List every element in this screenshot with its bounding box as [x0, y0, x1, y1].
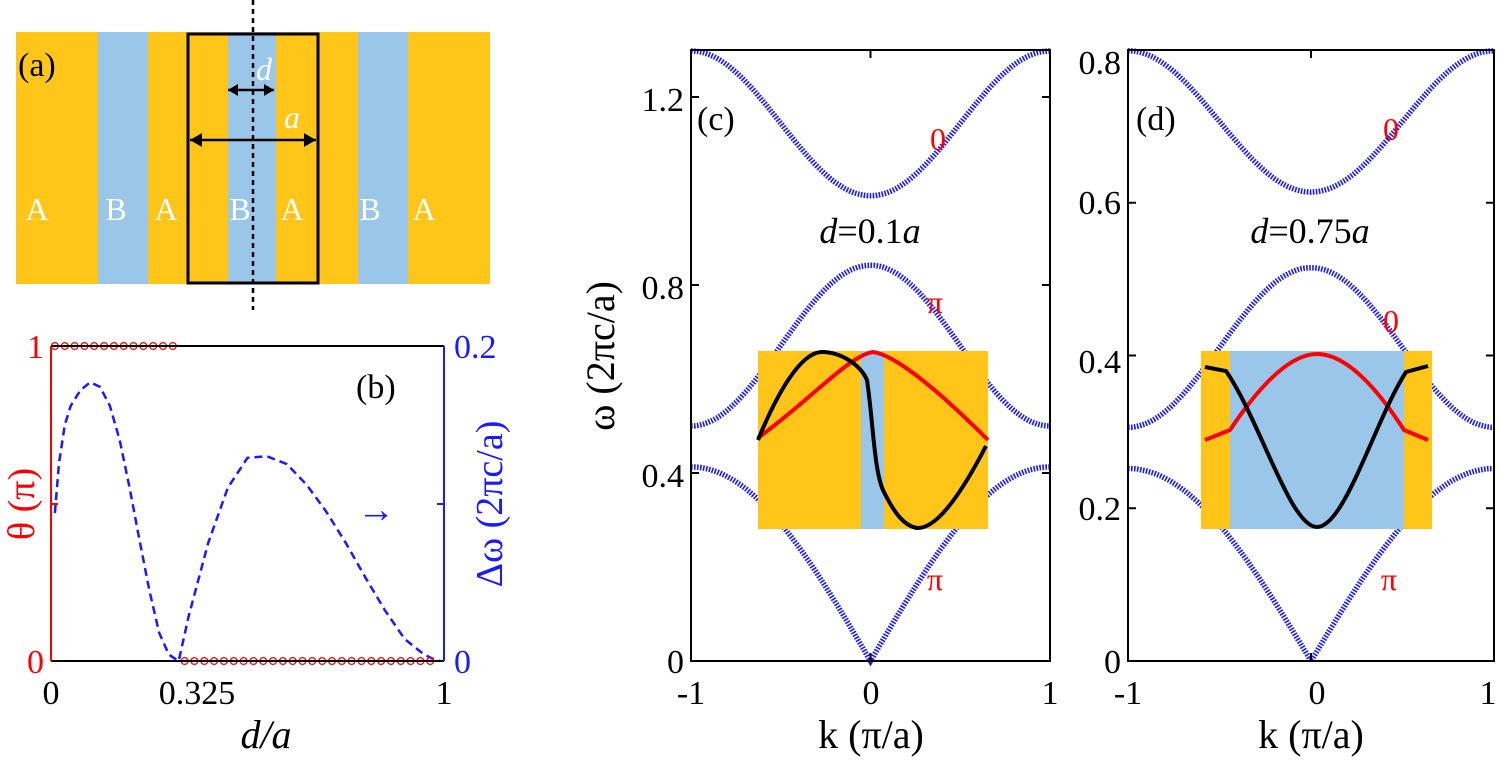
inset-curve-black	[756, 349, 988, 531]
band-line	[690, 48, 1051, 199]
layer-label: B	[105, 191, 126, 227]
panel-b: 1 0 0.2 0 0 0.325 1 d/a θ (π) Δω (2πc/a)…	[1, 329, 511, 757]
y-axis-label-left: θ (π)	[1, 468, 43, 540]
field-profile-inset	[756, 349, 990, 531]
panel-c: 1.2 0.8 0.4 0 -1 0 1 k (π/a) ω (2πc/a) (…	[578, 48, 1059, 757]
band-series	[1127, 48, 1495, 667]
inset-curve-red	[756, 349, 990, 442]
inset-layer-b	[1230, 351, 1404, 529]
zak-phase-label: π	[927, 284, 943, 320]
y-tick-label-right: 0	[454, 644, 471, 681]
y-tick-label-right: 0.2	[454, 329, 497, 366]
y-axis-label-right: Δω (2πc/a)	[469, 421, 511, 588]
x-tick-label: 1	[1480, 675, 1497, 712]
y-tick-label: 0.8	[1079, 45, 1122, 82]
y-tick-label: 1.2	[642, 82, 685, 119]
parameter-annotation: d=0.1a	[819, 211, 920, 251]
y-tick-label: 0.4	[642, 458, 685, 495]
y-axis-label: ω (2πc/a)	[578, 281, 623, 431]
x-axis-label: k (π/a)	[818, 712, 924, 757]
band-line	[1127, 48, 1495, 195]
axis-arrow-annotation: →	[357, 489, 395, 531]
zak-phase-label: π	[927, 561, 943, 597]
panel-a: (a) d a A B A B A B A	[16, 0, 490, 310]
layer-b-stripe-1	[98, 32, 148, 284]
layer-label: A	[412, 191, 435, 227]
layer-label: A	[154, 191, 177, 227]
x-tick-label: 0.325	[159, 675, 236, 712]
x-tick-label: 0	[1309, 675, 1326, 712]
x-tick-label: -1	[1114, 675, 1142, 712]
dim-d-arrow-left	[228, 84, 238, 96]
panel-label-b: (b)	[356, 369, 396, 406]
delta-omega-series	[53, 380, 441, 664]
y-tick-label: 0	[667, 644, 684, 681]
panel-label-a: (a)	[18, 47, 56, 84]
dim-d-label: d	[256, 51, 273, 87]
zak-phase-label: 0	[930, 121, 946, 157]
layer-label: B	[359, 191, 380, 227]
x-tick-label: 0	[43, 675, 60, 712]
x-axis-label: k (π/a)	[1258, 712, 1364, 757]
inset-curve-black	[1204, 364, 1429, 530]
axis-ticks	[1127, 49, 1495, 662]
dim-a-label: a	[284, 99, 300, 135]
panel-label-c: (c)	[697, 101, 735, 138]
layer-label: B	[229, 191, 250, 227]
panel-label-d: (d)	[1136, 101, 1176, 138]
axis-ticks	[690, 50, 1051, 662]
dim-a-arrow-left	[190, 133, 202, 147]
x-tick-label: -1	[677, 675, 705, 712]
y-tick-label: 0.8	[642, 270, 685, 307]
layer-label: A	[25, 191, 48, 227]
y-tick-label: 0.6	[1079, 185, 1122, 222]
inset-curve-red	[1204, 351, 1429, 442]
zak-phase-label: 0	[1383, 303, 1399, 339]
y-tick-label: 0.2	[1079, 491, 1122, 528]
zak-phase-label: π	[1381, 561, 1397, 597]
x-tick-label: 1	[1042, 675, 1059, 712]
parameter-annotation: d=0.75a	[1250, 211, 1369, 251]
x-tick-label: 1	[436, 675, 453, 712]
layer-b-stripe-3	[358, 32, 408, 284]
x-tick-label: 0	[863, 675, 880, 712]
y-tick-label-left: 1	[27, 329, 44, 366]
panel-d: 0.8 0.6 0.4 0.2 0 -1 0 1 k (π/a) (d) d=0…	[1079, 45, 1497, 757]
layer-label: A	[280, 191, 303, 227]
dim-a-arrow-right	[304, 133, 316, 147]
delta-omega-line	[53, 380, 441, 664]
band-line	[690, 262, 1051, 429]
zak-phase-label: 0	[1383, 111, 1399, 147]
dim-d-arrow-right	[264, 84, 274, 96]
y-tick-label-left: 0	[27, 644, 44, 681]
y-tick-label: 0	[1104, 644, 1121, 681]
x-axis-label: d/a	[240, 712, 291, 757]
field-profile-inset	[1201, 351, 1432, 530]
band-line	[1127, 264, 1495, 431]
y-tick-label: 0.4	[1079, 344, 1122, 381]
